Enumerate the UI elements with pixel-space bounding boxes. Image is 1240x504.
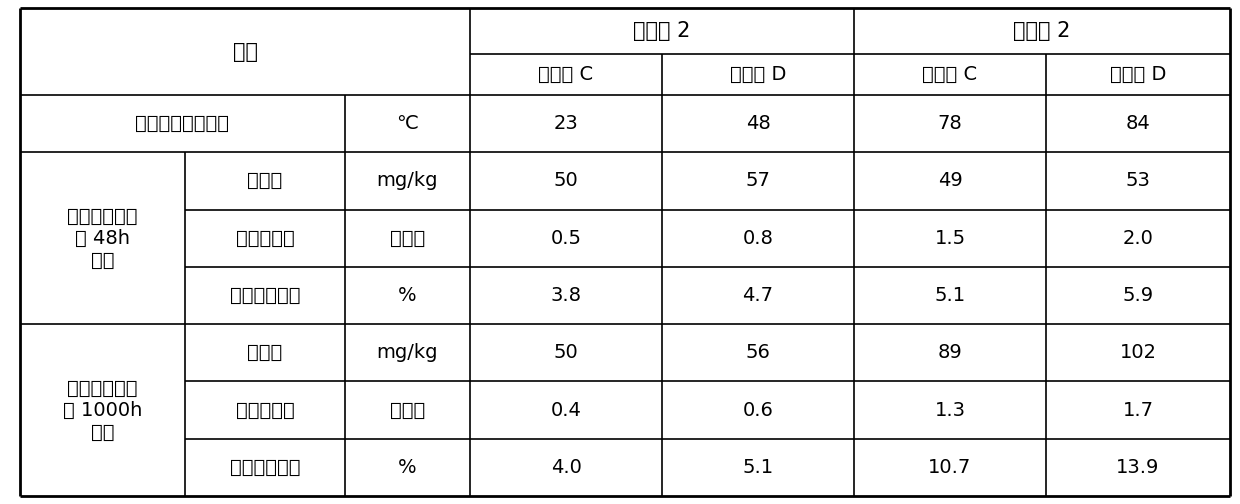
Text: 1.7: 1.7	[1122, 401, 1153, 419]
Text: 13.9: 13.9	[1116, 458, 1159, 477]
Text: 50: 50	[553, 343, 578, 362]
Text: 23: 23	[553, 114, 578, 133]
Text: ℃: ℃	[397, 114, 418, 133]
Text: 2.0: 2.0	[1122, 229, 1153, 247]
Text: 10.7: 10.7	[929, 458, 972, 477]
Text: 4.7: 4.7	[743, 286, 774, 305]
Text: 49: 49	[937, 171, 962, 191]
Text: 硫含量: 硫含量	[247, 343, 283, 362]
Text: 78: 78	[937, 114, 962, 133]
Text: 53: 53	[1126, 171, 1151, 191]
Text: 开工后正常运
行 1000h
产品: 开工后正常运 行 1000h 产品	[63, 379, 143, 442]
Text: 84: 84	[1126, 114, 1151, 133]
Text: mg/kg: mg/kg	[377, 343, 438, 362]
Text: 0.6: 0.6	[743, 401, 774, 419]
Text: mg/kg: mg/kg	[377, 171, 438, 191]
Text: 个单位: 个单位	[389, 229, 425, 247]
Text: 89: 89	[937, 343, 962, 362]
Text: 催化剂覆碳量: 催化剂覆碳量	[229, 458, 300, 477]
Text: 5.1: 5.1	[935, 286, 966, 305]
Text: 开工后正常运
行 48h
产品: 开工后正常运 行 48h 产品	[67, 207, 138, 270]
Text: 催化剂 C: 催化剂 C	[923, 65, 977, 84]
Text: 4.0: 4.0	[551, 458, 582, 477]
Text: 5.9: 5.9	[1122, 286, 1153, 305]
Text: 对比例 2: 对比例 2	[1013, 21, 1070, 41]
Text: 催化剂 D: 催化剂 D	[730, 65, 786, 84]
Text: 催化剂 C: 催化剂 C	[538, 65, 594, 84]
Text: 0.8: 0.8	[743, 229, 774, 247]
Text: 辛烷值损失: 辛烷值损失	[236, 401, 294, 419]
Text: 辛烷值损失: 辛烷值损失	[236, 229, 294, 247]
Text: 催化剂 D: 催化剂 D	[1110, 65, 1166, 84]
Text: %: %	[398, 458, 417, 477]
Text: 48: 48	[745, 114, 770, 133]
Text: 0.4: 0.4	[551, 401, 582, 419]
Text: 投油过程最高温升: 投油过程最高温升	[135, 114, 229, 133]
Text: %: %	[398, 286, 417, 305]
Text: 1.3: 1.3	[935, 401, 966, 419]
Text: 57: 57	[745, 171, 770, 191]
Text: 56: 56	[745, 343, 770, 362]
Text: 0.5: 0.5	[551, 229, 582, 247]
Text: 3.8: 3.8	[551, 286, 582, 305]
Text: 50: 50	[553, 171, 578, 191]
Text: 5.1: 5.1	[743, 458, 774, 477]
Text: 1.5: 1.5	[935, 229, 966, 247]
Text: 102: 102	[1120, 343, 1157, 362]
Text: 个单位: 个单位	[389, 401, 425, 419]
Text: 催化剂覆碳量: 催化剂覆碳量	[229, 286, 300, 305]
Text: 硫含量: 硫含量	[247, 171, 283, 191]
Text: 项目: 项目	[233, 41, 258, 61]
Text: 实施例 2: 实施例 2	[634, 21, 691, 41]
